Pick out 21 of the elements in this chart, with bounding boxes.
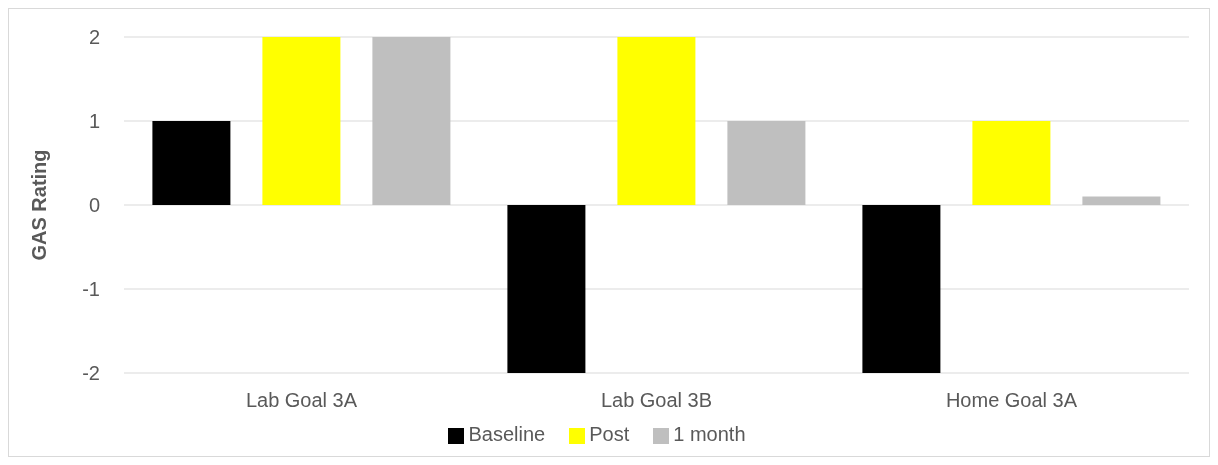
bar [617,37,696,205]
x-tick-label: Lab Goal 3A [245,389,358,412]
bar [1082,196,1161,205]
bar [262,37,341,205]
legend-label: 1 month [673,423,746,445]
x-tick-label: Home Goal 3A [945,389,1078,412]
y-tick-label: 2 [88,26,100,49]
bar [372,37,451,205]
bar [507,205,586,373]
bar [152,121,231,205]
y-tick-label: 1 [88,110,100,133]
y-tick-label: -1 [82,278,100,301]
y-tick-label: 0 [88,194,100,217]
bar [862,205,941,373]
y-axis-title: GAS Rating [28,149,51,261]
x-tick-label: Lab Goal 3B [600,389,713,412]
bar [727,121,806,205]
bar [972,121,1051,205]
legend-label: Baseline [468,423,546,445]
legend-label: Post [589,423,630,445]
y-tick-label: -2 [82,362,100,385]
